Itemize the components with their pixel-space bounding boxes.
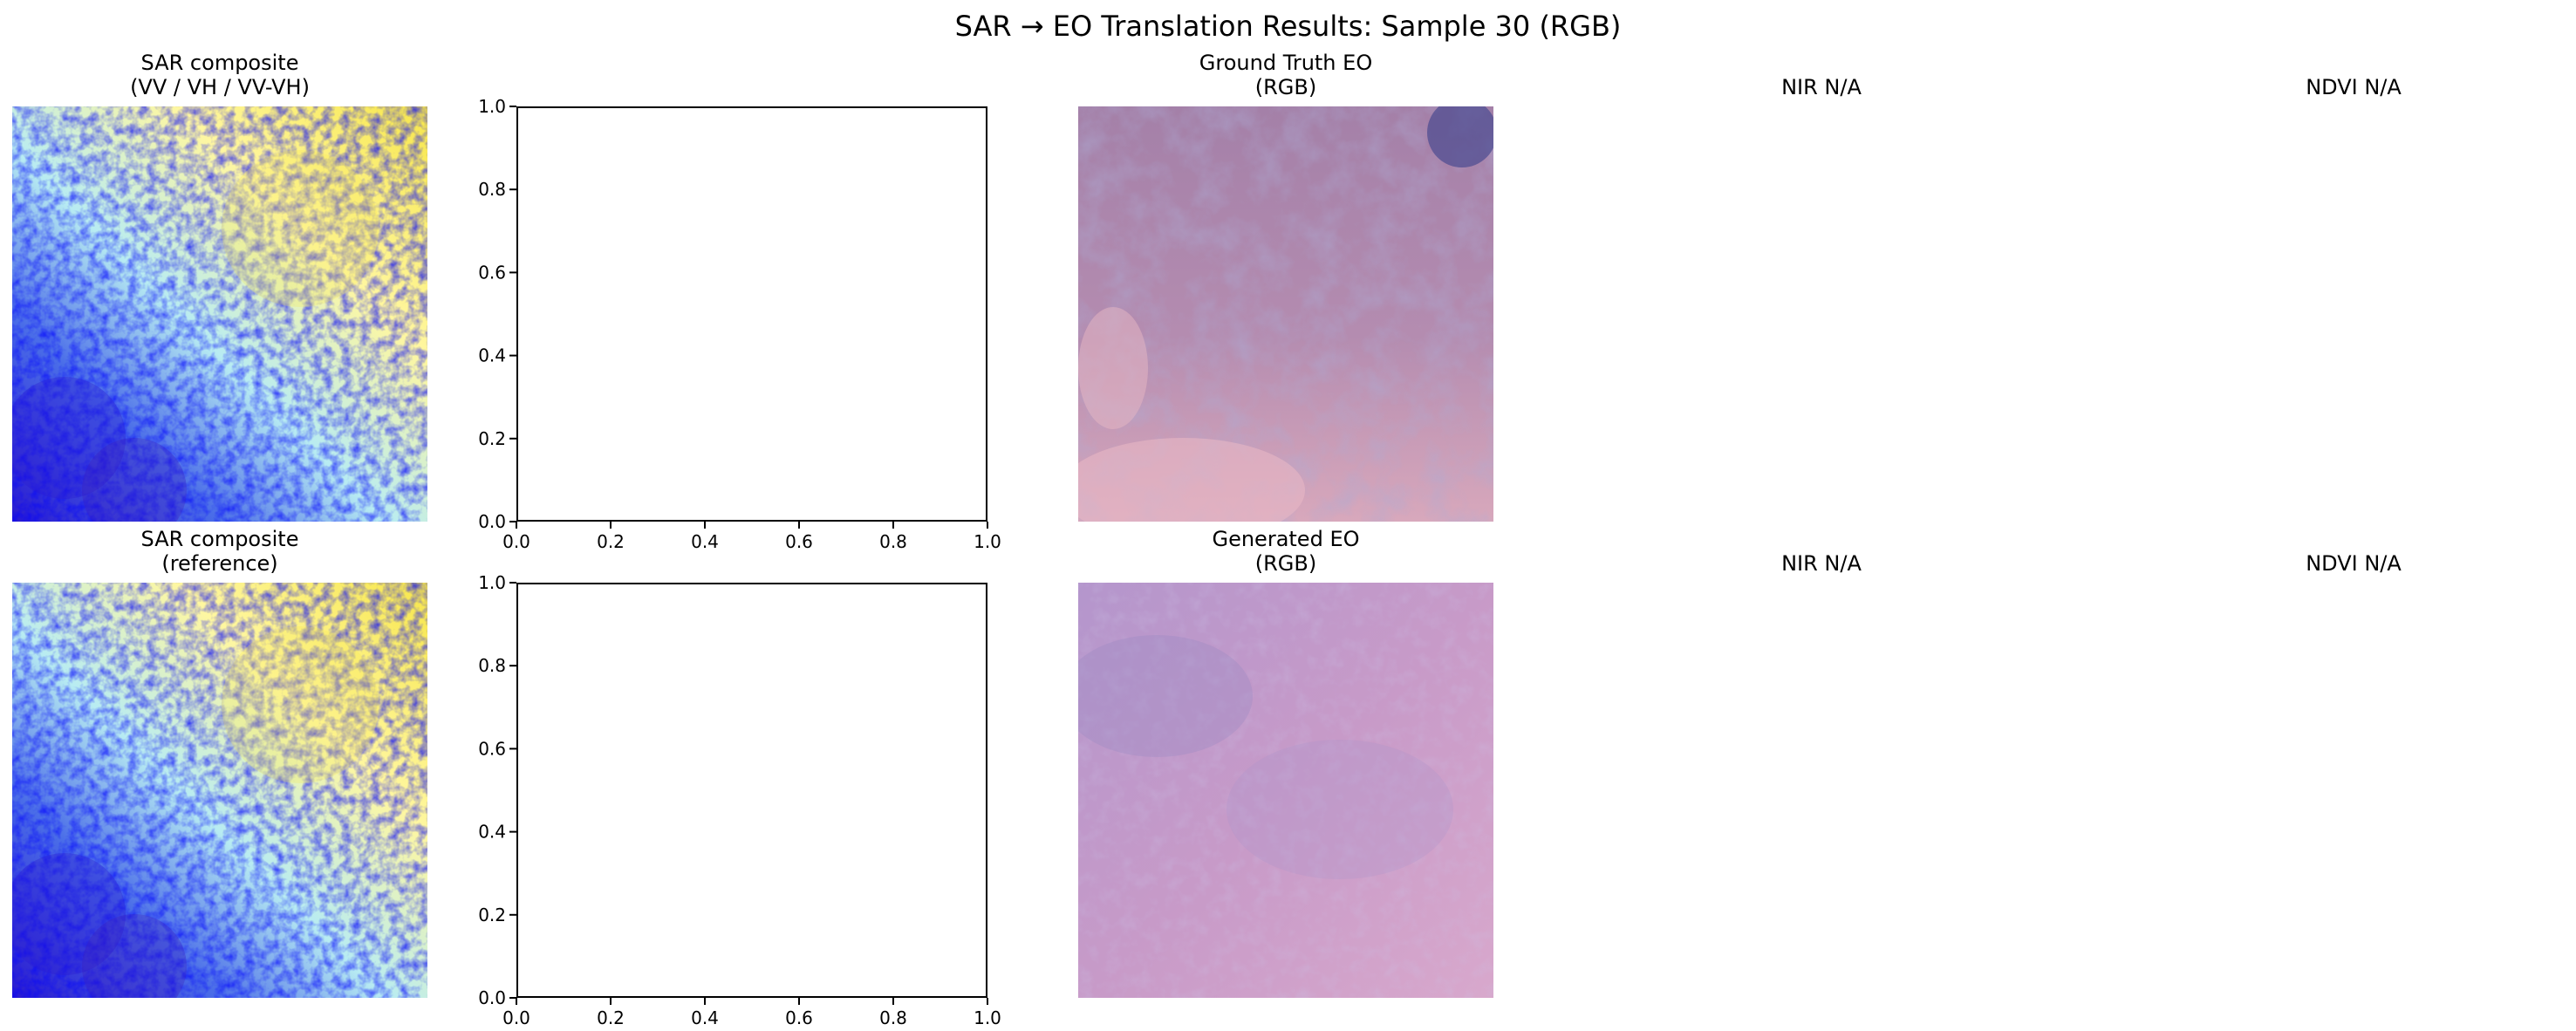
y-tick-label: 0.0 bbox=[478, 987, 506, 1008]
eo-title-row1: Ground Truth EO (RGB) bbox=[1199, 51, 1373, 99]
ground-truth-eo-image bbox=[1078, 106, 1493, 522]
x-tick-label: 0.2 bbox=[597, 1007, 625, 1028]
empty-axes-row1 bbox=[516, 106, 987, 522]
sar-title-row1: SAR composite (VV / VH / VV-VH) bbox=[130, 51, 310, 99]
generated-eo-image bbox=[1078, 583, 1493, 998]
x-tick-label: 0.2 bbox=[597, 531, 625, 552]
y-tick-label: 0.2 bbox=[478, 428, 506, 449]
x-tick-label: 0.6 bbox=[785, 531, 813, 552]
empty-axes-ticks-row2: 0.0 0.2 0.4 0.6 0.8 1.0 0.0 0.2 0.4 0.6 0.8 1.0 bbox=[478, 572, 1001, 1028]
x-tick-label: 0.8 bbox=[879, 531, 907, 552]
empty-axes-ticks-row1: 0.0 0.2 0.4 0.6 0.8 1.0 0.0 0.2 0.4 0.6 0.8 1.0 bbox=[478, 96, 1001, 552]
x-tick-label: 0.4 bbox=[691, 531, 719, 552]
figure-title: SAR → EO Translation Results: Sample 30 … bbox=[954, 10, 1622, 43]
y-tick-label: 0.0 bbox=[478, 511, 506, 532]
x-tick-label: 1.0 bbox=[974, 531, 1001, 552]
y-tick-label: 0.4 bbox=[478, 822, 506, 843]
eo-title-row2: Generated EO (RGB) bbox=[1212, 527, 1360, 576]
y-tick-label: 0.6 bbox=[478, 738, 506, 759]
nir-title-row2: NIR N/A bbox=[1781, 551, 1862, 576]
x-tick-label: 0.6 bbox=[785, 1007, 813, 1028]
x-tick-label: 0.4 bbox=[691, 1007, 719, 1028]
x-tick-label: 1.0 bbox=[974, 1007, 1001, 1028]
x-tick-label: 0.8 bbox=[879, 1007, 907, 1028]
sar-title-row2: SAR composite (reference) bbox=[140, 527, 299, 576]
x-tick-label: 0.0 bbox=[502, 1007, 530, 1028]
y-tick-label: 0.4 bbox=[478, 345, 506, 366]
y-tick-label: 1.0 bbox=[478, 96, 506, 117]
y-tick-label: 0.8 bbox=[478, 179, 506, 200]
y-tick-label: 0.8 bbox=[478, 655, 506, 676]
y-tick-label: 0.2 bbox=[478, 905, 506, 925]
sar-composite-image-row1 bbox=[12, 106, 427, 522]
sar-composite-image-row2 bbox=[12, 583, 427, 998]
x-tick-label: 0.0 bbox=[502, 531, 530, 552]
ndvi-title-row1: NDVI N/A bbox=[2306, 75, 2402, 99]
y-tick-label: 0.6 bbox=[478, 262, 506, 283]
nir-title-row1: NIR N/A bbox=[1781, 75, 1862, 99]
y-tick-label: 1.0 bbox=[478, 572, 506, 593]
empty-axes-row2 bbox=[516, 583, 987, 998]
ndvi-title-row2: NDVI N/A bbox=[2306, 551, 2402, 576]
